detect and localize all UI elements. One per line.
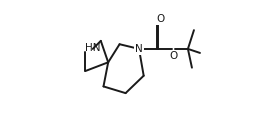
Text: O: O: [169, 51, 177, 61]
Text: N: N: [135, 44, 143, 54]
Text: HN: HN: [85, 43, 101, 53]
Text: O: O: [157, 14, 165, 24]
